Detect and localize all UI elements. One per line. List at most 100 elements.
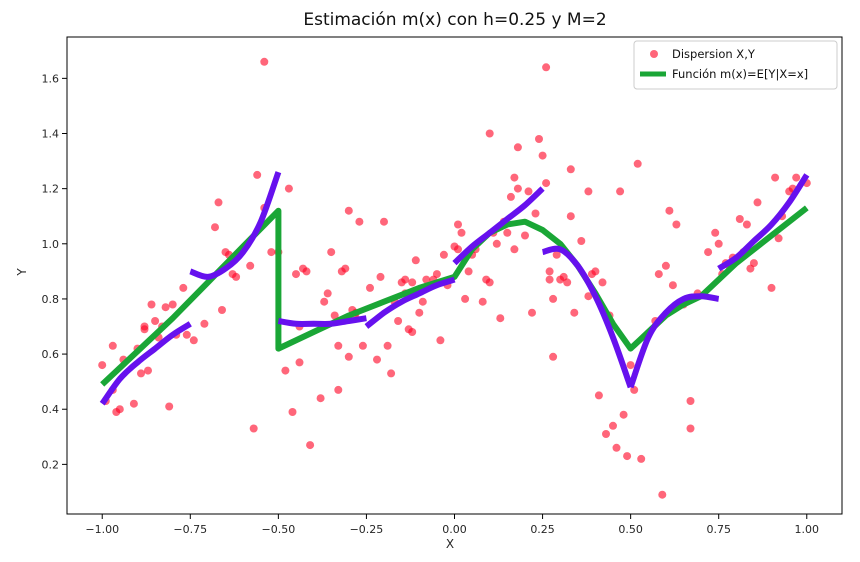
legend-label-m: Función m(x)=E[Y|X=x] (672, 67, 808, 81)
y-tick-label: 0.6 (42, 348, 60, 361)
scatter-point (566, 212, 575, 221)
y-tick-label: 1.4 (42, 128, 60, 141)
y-tick-label: 1.0 (42, 238, 60, 251)
scatter-point (200, 319, 209, 328)
scatter-point (633, 159, 642, 168)
scatter-point (260, 57, 269, 66)
scatter-point (661, 261, 670, 270)
scatter-point (549, 294, 558, 303)
scatter-point (411, 256, 420, 265)
scatter-point (151, 317, 160, 325)
scatter-point (211, 223, 219, 232)
legend-box (633, 40, 838, 90)
scatter-point (168, 300, 177, 309)
scatter-point (619, 410, 628, 419)
legend-label-scatter: Dispersion X,Y (672, 47, 756, 61)
x-tick-label: 0.25 (530, 523, 555, 536)
scatter-point (566, 165, 575, 174)
scatter-point (584, 292, 593, 301)
scatter-point (320, 297, 329, 306)
scatter-point (742, 220, 751, 229)
scatter-point (288, 408, 297, 416)
local-fit-line (189, 171, 282, 280)
scatter-point (358, 341, 367, 350)
scatter-point (767, 283, 776, 292)
scatter-point (137, 369, 145, 378)
scatter-point (373, 355, 381, 364)
scatter-point (267, 248, 276, 257)
scatter-point (686, 397, 695, 405)
local-fit-line (277, 315, 367, 327)
scatter-point (232, 272, 241, 281)
local-fit-line (627, 293, 720, 389)
scatter-point (454, 245, 462, 254)
scatter-point (570, 308, 579, 317)
scatter-point (380, 217, 388, 226)
scatter-point (545, 267, 554, 276)
x-tick-label: −1.00 (85, 523, 119, 536)
scatter-point (654, 270, 663, 279)
scatter-point (189, 336, 198, 345)
x-tick-label: 0.50 (618, 523, 643, 536)
m-line (100, 205, 809, 387)
scatter-point (563, 278, 572, 287)
scatter-point (792, 173, 801, 182)
x-tick-label: 0.75 (706, 523, 731, 536)
scatter-point (714, 239, 723, 248)
scatter-point (626, 361, 635, 370)
scatter-point (281, 366, 290, 375)
scatter-point (218, 306, 226, 314)
scatter-point (387, 369, 396, 378)
scatter-point (454, 220, 462, 229)
x-tick-label: −0.50 (262, 523, 296, 536)
scatter-point (506, 192, 515, 201)
local-fit-line (717, 173, 810, 272)
x-axis-label: X (446, 537, 454, 551)
scatter-point (292, 270, 300, 279)
local-fit-line (99, 321, 192, 406)
scatter-point (144, 366, 152, 375)
scatter-point (735, 215, 744, 223)
scatter-point (528, 308, 536, 317)
scatter-point (686, 424, 695, 433)
scatter-point (658, 490, 667, 499)
scatter-point (711, 228, 720, 237)
scatter-point (538, 151, 547, 160)
scatter-point (316, 394, 325, 403)
scatter-point (749, 259, 758, 268)
scatter-point (408, 278, 417, 287)
y-tick-label: 1.6 (42, 72, 60, 85)
scatter-point (366, 283, 374, 292)
scatter-point (376, 272, 385, 281)
scatter-point (630, 385, 639, 394)
legend-marker-scatter (650, 50, 658, 58)
scatter-point (302, 267, 311, 276)
y-tick-label: 0.4 (42, 403, 60, 416)
scatter-point (418, 297, 427, 306)
scatter-point (665, 206, 674, 215)
x-axis: −1.00 −0.75 −0.50 −0.25 0.00 0.25 0.50 0.75 1.00 (85, 514, 819, 536)
scatter-point (415, 308, 424, 317)
x-tick-label: 0.00 (442, 523, 467, 536)
scatter-point (334, 341, 343, 350)
scatter-point (771, 173, 780, 182)
y-axis-label: Y (15, 268, 29, 277)
scatter-point (584, 187, 593, 196)
scatter-point (246, 261, 255, 270)
scatter-point (108, 341, 117, 350)
scatter-point (637, 454, 646, 463)
scatter-point (542, 179, 551, 188)
scatter-point (549, 352, 558, 361)
legend: Dispersion X,Y Función m(x)=E[Y|X=x] (633, 40, 838, 90)
scatter-point (98, 361, 107, 370)
scatter-point (492, 239, 501, 248)
scatter-point (323, 289, 332, 298)
scatter-point (161, 303, 170, 312)
scatter-point (115, 405, 124, 414)
scatter-point (327, 248, 336, 257)
scatter-point (774, 234, 783, 243)
scatter-point (591, 267, 600, 276)
scatter-point (478, 297, 487, 306)
scatter-point (609, 421, 617, 430)
